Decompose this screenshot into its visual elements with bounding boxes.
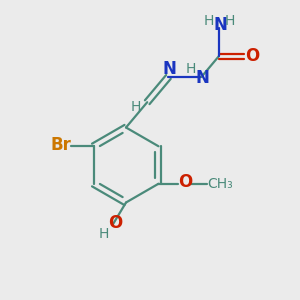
Text: N: N — [213, 16, 227, 34]
Text: O: O — [178, 173, 192, 191]
Text: H: H — [186, 61, 196, 76]
Text: O: O — [108, 214, 123, 232]
Text: H: H — [204, 14, 214, 28]
Text: H: H — [130, 100, 141, 114]
Text: N: N — [163, 60, 177, 78]
Text: O: O — [246, 47, 260, 65]
Text: CH₃: CH₃ — [207, 177, 233, 191]
Text: Br: Br — [50, 136, 71, 154]
Text: N: N — [196, 69, 210, 87]
Text: H: H — [98, 227, 109, 241]
Text: H: H — [225, 14, 236, 28]
